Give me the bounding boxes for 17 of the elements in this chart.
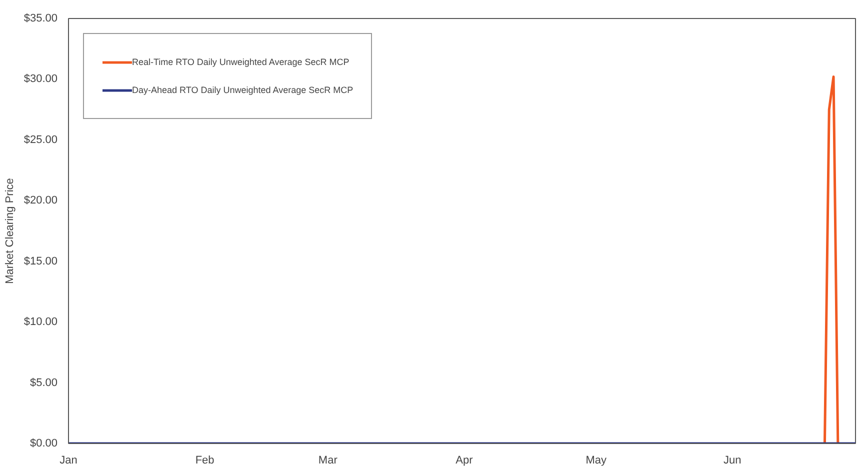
x-tick-label: Jun	[724, 454, 742, 466]
x-tick-label: Feb	[195, 454, 214, 466]
legend-label: Day-Ahead RTO Daily Unweighted Average SecR MCP	[132, 85, 354, 95]
y-tick-label: $15.00	[24, 255, 58, 268]
y-tick-label: $0.00	[30, 438, 58, 450]
y-tick-label: $35.00	[24, 12, 58, 24]
y-tick-label: $30.00	[24, 73, 58, 86]
x-tick-label: Jan	[60, 454, 78, 466]
y-tick-label: $25.00	[24, 134, 58, 146]
y-tick-label: $10.00	[24, 316, 58, 328]
x-tick-label: May	[586, 454, 607, 466]
x-tick-label: Apr	[456, 454, 474, 466]
legend-label: Real-Time RTO Daily Unweighted Average SecR MCP	[132, 57, 350, 67]
y-tick-label: $5.00	[30, 376, 58, 389]
y-axis-title: Market Clearing Price	[4, 178, 16, 284]
y-tick-label: $20.00	[24, 194, 58, 207]
x-tick-label: Mar	[318, 454, 338, 466]
